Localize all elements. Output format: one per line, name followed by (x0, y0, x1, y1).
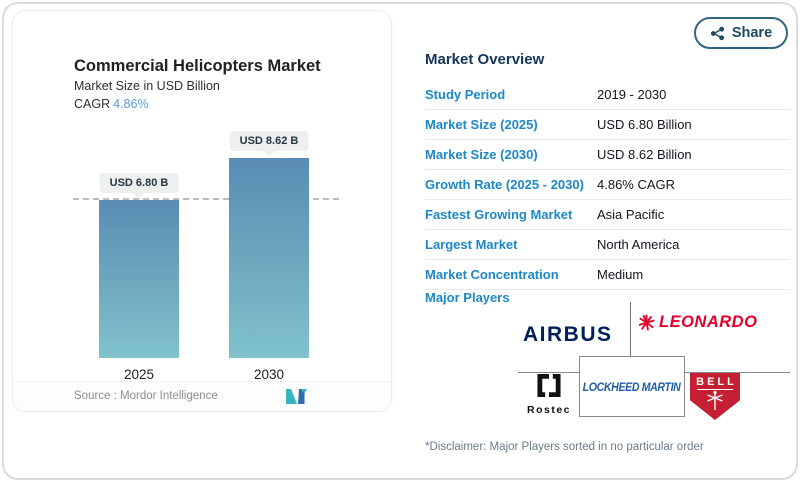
row-label: Market Size (2030) (425, 147, 538, 162)
row-label: Study Period (425, 87, 506, 102)
chart-title: Commercial Helicopters Market (74, 57, 321, 75)
disclaimer-text: *Disclaimer: Major Players sorted in no … (425, 441, 704, 453)
bell-logo-divider (697, 389, 733, 390)
airbus-logo: AIRBUS (523, 323, 613, 346)
leonardo-logo-text: LEONARDO (659, 313, 758, 331)
row-value: USD 6.80 Billion (597, 117, 692, 132)
table-row-largest-market: Largest Market North America (425, 230, 790, 260)
cagr-value: 4.86% (113, 97, 149, 111)
row-label: Largest Market (425, 237, 518, 252)
logo-divider (630, 302, 631, 358)
row-value: Asia Pacific (597, 207, 665, 222)
table-row-market-size-2030: Market Size (2030) USD 8.62 Billion (425, 140, 790, 170)
lockheed-martin-logo: LOCKHEED MARTIN (579, 356, 685, 417)
x-axis-label-2025: 2025 (123, 367, 155, 382)
share-nodes-icon (710, 26, 724, 40)
row-value: 4.86% CAGR (597, 177, 676, 192)
bar-value-tooltip-2025: USD 6.80 B (99, 173, 179, 193)
rostec-brackets-icon (537, 373, 561, 398)
row-value: Medium (597, 267, 644, 282)
share-button[interactable]: Share (694, 17, 788, 49)
x-axis-label-2030: 2030 (253, 367, 285, 382)
bell-logo: BELL (690, 373, 740, 420)
reference-line (73, 198, 339, 200)
bell-dragonfly-icon (707, 390, 723, 410)
cagr-label: CAGR (74, 97, 111, 111)
chart-cagr: CAGR 4.86% (74, 97, 149, 111)
row-label: Growth Rate (2025 - 2030) (425, 177, 584, 192)
table-row-growth-rate: Growth Rate (2025 - 2030) 4.86% CAGR (425, 170, 790, 200)
chart-card: Commercial Helicopters Market Market Siz… (12, 10, 392, 412)
chart-subtitle: Market Size in USD Billion (74, 79, 220, 93)
rostec-logo-text: Rostec (526, 404, 571, 416)
chart-source-bar: Source : Mordor Intelligence (13, 381, 391, 411)
leonardo-logo: LEONARDO (638, 313, 757, 332)
bar-2030 (229, 158, 309, 358)
overview-table: Study Period 2019 - 2030 Market Size (20… (425, 80, 790, 290)
row-value: North America (597, 237, 680, 252)
row-label: Market Size (2025) (425, 117, 538, 132)
leonardo-starburst-icon (638, 314, 655, 331)
row-value: 2019 - 2030 (597, 87, 667, 102)
table-row-fastest-growing-market: Fastest Growing Market Asia Pacific (425, 200, 790, 230)
table-row-market-size-2025: Market Size (2025) USD 6.80 Billion (425, 110, 790, 140)
row-label: Market Concentration (425, 267, 559, 282)
table-row-study-period: Study Period 2019 - 2030 (425, 80, 790, 110)
source-text: Source : Mordor Intelligence (74, 390, 218, 402)
share-button-label: Share (731, 25, 773, 41)
bar-value-tooltip-2030: USD 8.62 B (229, 131, 309, 151)
row-label: Fastest Growing Market (425, 207, 573, 222)
table-row-market-concentration: Market Concentration Medium (425, 260, 790, 290)
rostec-logo: Rostec (522, 373, 576, 416)
lockheed-martin-logo-text: LOCKHEED MARTIN (582, 379, 681, 394)
major-players-label: Major Players (425, 290, 510, 305)
bell-logo-text: BELL (696, 376, 737, 388)
overview-heading: Market Overview (425, 51, 545, 68)
row-value: USD 8.62 Billion (597, 147, 692, 162)
bar-2025 (99, 200, 179, 358)
mordor-intelligence-logo (286, 389, 307, 404)
